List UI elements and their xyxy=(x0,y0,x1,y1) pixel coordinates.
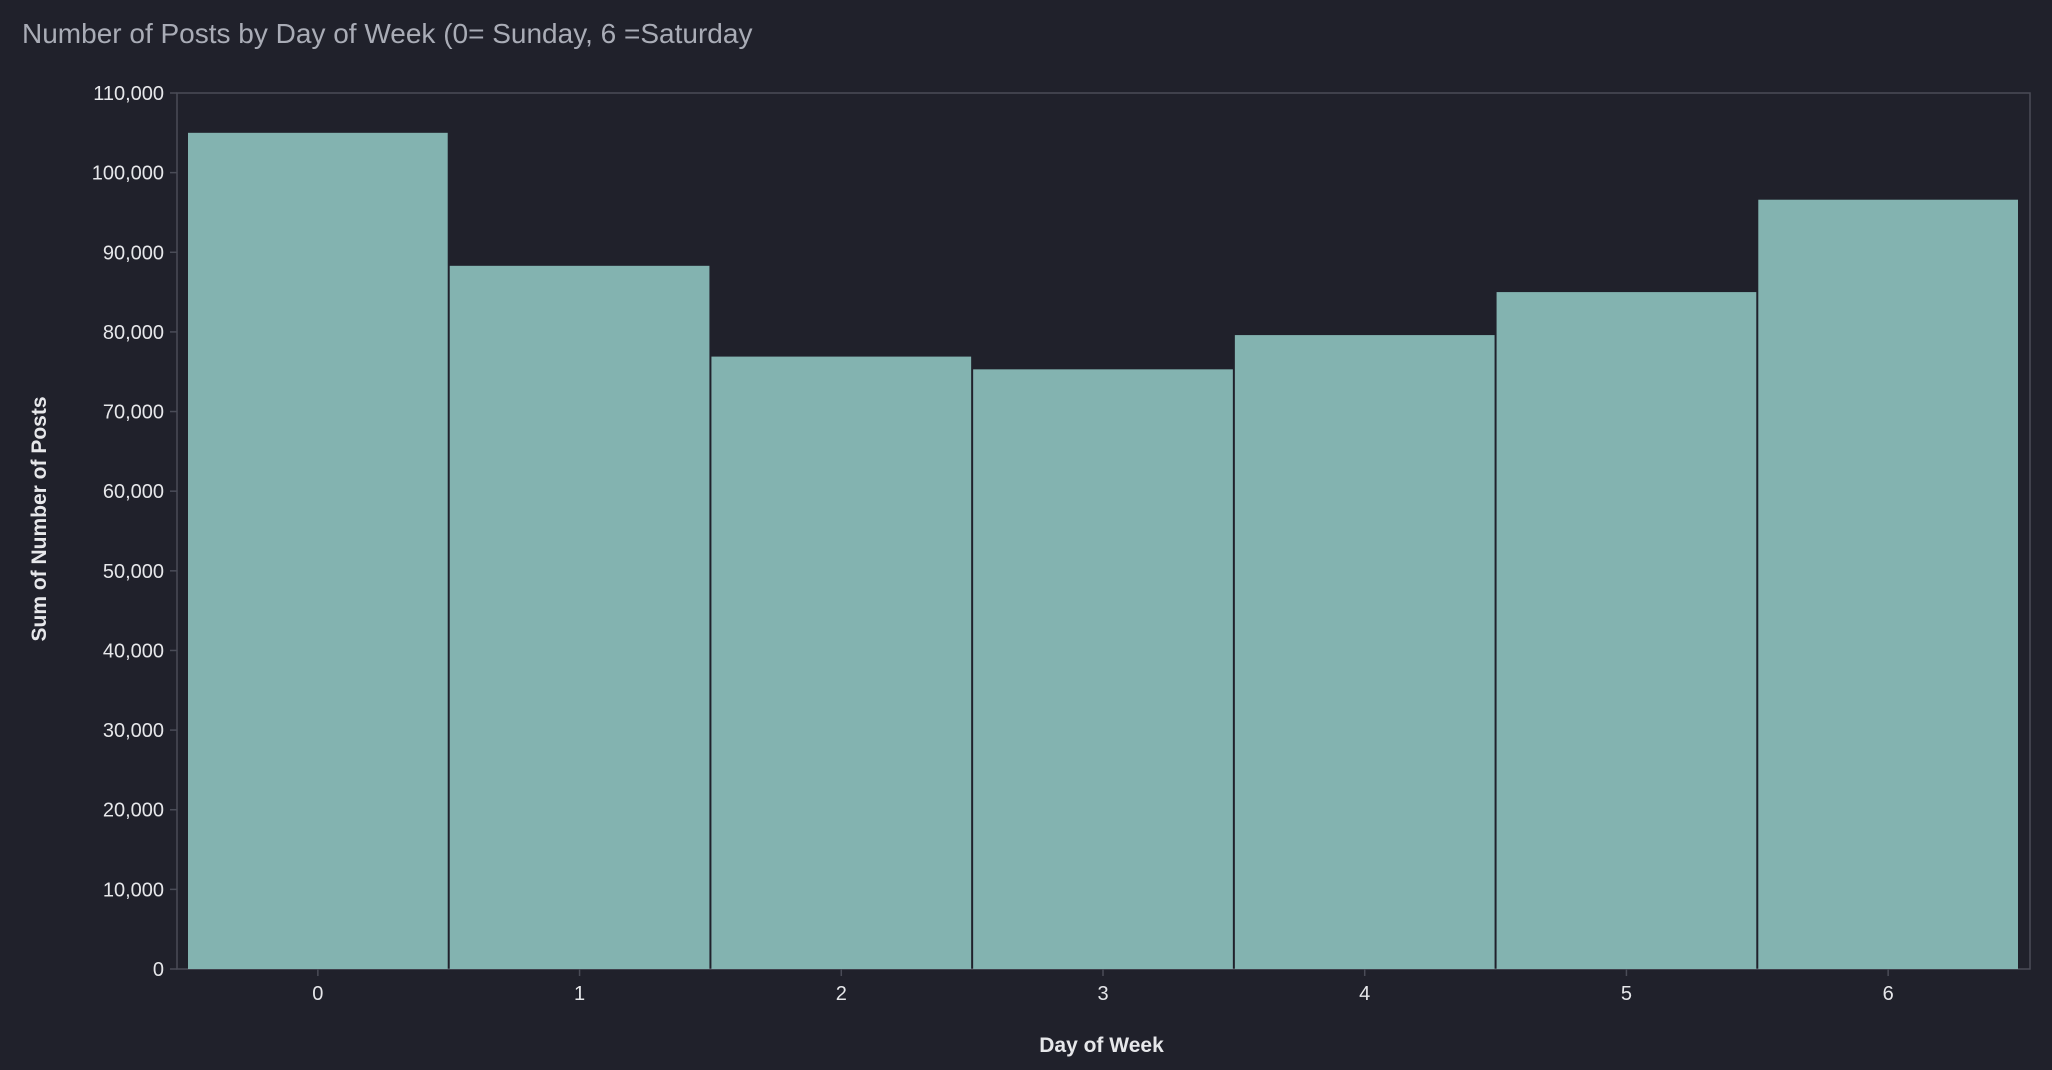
y-tick-label: 40,000 xyxy=(103,640,164,662)
y-tick-label: 110,000 xyxy=(93,83,164,105)
x-axis-title: Day of Week xyxy=(1039,1034,1164,1057)
x-tick-label: 4 xyxy=(1359,983,1370,1005)
bar-1 xyxy=(449,265,710,969)
y-tick-label: 90,000 xyxy=(103,242,164,264)
bar-2 xyxy=(711,356,972,969)
x-tick-label: 5 xyxy=(1621,983,1632,1005)
y-tick-label: 10,000 xyxy=(103,879,164,901)
y-tick-label: 100,000 xyxy=(92,163,164,185)
chart-title: Number of Posts by Day of Week (0= Sunda… xyxy=(22,18,753,49)
bar-3 xyxy=(973,369,1233,969)
y-axis-title: Sum of Number of Posts xyxy=(28,396,51,641)
y-tick-label: 30,000 xyxy=(103,720,164,742)
x-tick-label: 2 xyxy=(836,983,847,1005)
bar-5 xyxy=(1496,292,1757,969)
y-tick-label: 80,000 xyxy=(103,322,164,344)
y-tick-label: 70,000 xyxy=(103,402,164,424)
x-tick-label: 6 xyxy=(1883,983,1894,1005)
bar-4 xyxy=(1234,335,1495,969)
x-tick-label: 0 xyxy=(312,983,323,1005)
bar-6 xyxy=(1758,199,2018,970)
x-tick-label: 1 xyxy=(574,983,585,1005)
y-tick-label: 20,000 xyxy=(103,800,164,822)
bar-0 xyxy=(188,132,448,969)
y-tick-label: 50,000 xyxy=(103,561,164,583)
x-tick-label: 3 xyxy=(1097,983,1108,1005)
y-tick-label: 60,000 xyxy=(103,481,164,503)
y-tick-label: 0 xyxy=(153,959,164,981)
